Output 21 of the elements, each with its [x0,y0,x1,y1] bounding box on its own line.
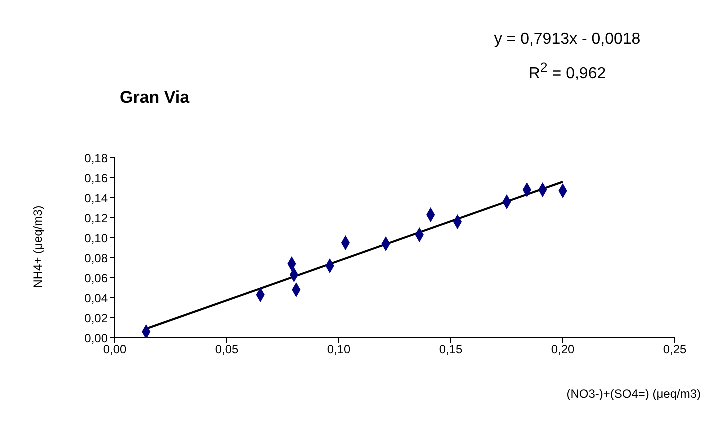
x-tick-label: 0,25 [663,342,687,357]
x-tick-label: 0,15 [439,342,463,357]
y-axis-title: NH4+ (μeq/m3) [31,206,45,288]
y-tick-label: 0,06 [84,271,108,286]
y-tick-label: 0,18 [84,151,108,166]
text: y = 0,7913x - 0,0018 [493,30,642,50]
x-tick-label: 0,00 [103,342,127,357]
y-tick-label: 0,16 [84,171,108,186]
y-tick-label: 0,10 [84,231,108,246]
y-tick-label: 0,12 [84,211,108,226]
y-tick-label: 0,02 [84,311,108,326]
x-tick-label: 0,05 [215,342,239,357]
y-tick-label: 0,00 [84,331,108,346]
y-tick-label: 0,04 [84,291,108,306]
y-tick-label: 0,14 [84,191,108,206]
y-tick-label: 0,08 [84,251,108,266]
chart-title: Gran Via [120,88,190,108]
x-axis-title: (NO3-)+(SO4=) (μeq/m3) [566,387,701,401]
x-tick-label: 0,10 [327,342,351,357]
x-tick-label: 0,20 [551,342,575,357]
text: R$^{2}$ = 0,962 [528,59,608,84]
